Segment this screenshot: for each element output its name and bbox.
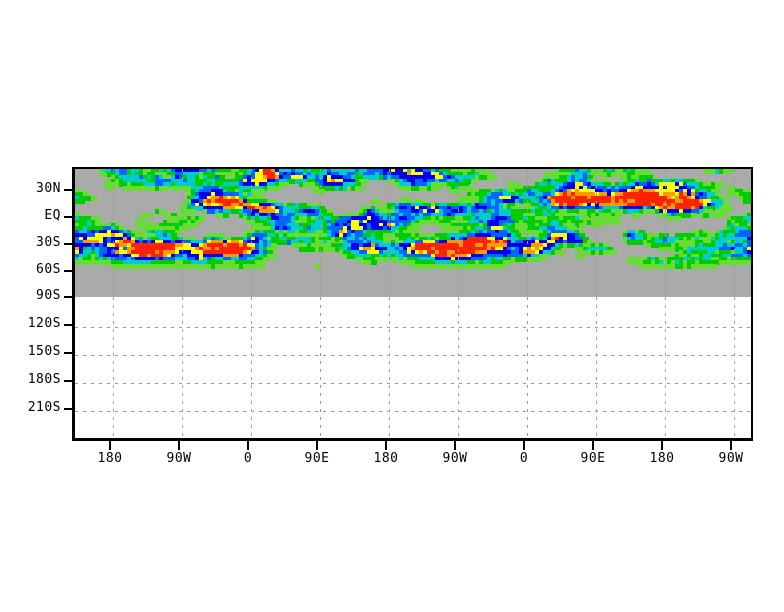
x-tick-7 [592,441,594,450]
x-tick-label-0: 180 [97,451,123,466]
y-tick-label-30n: 30N [36,181,61,196]
x-tick-3 [316,441,318,450]
y-tick-label-210s: 210S [27,400,61,415]
y-tick-30s [64,243,73,245]
x-tick-9 [730,441,732,450]
gridline-h-180s [75,383,751,384]
x-tick-1 [178,441,180,450]
y-tick-label-180s: 180S [27,372,61,387]
y-tick-120s [64,324,73,326]
plot-inner [75,169,751,438]
x-tick-label-2: 0 [243,451,253,466]
x-tick-label-9: 90W [718,451,744,466]
y-tick-60s [64,270,73,272]
y-tick-label-150s: 150S [27,344,61,359]
gridline-h-150s [75,355,751,356]
x-tick-label-5: 90W [442,451,468,466]
y-tick-label-120s: 120S [27,316,61,331]
x-tick-6 [523,441,525,450]
x-tick-8 [661,441,663,450]
y-tick-label-30s: 30S [36,235,61,250]
gridline-h-120s [75,327,751,328]
y-tick-eq [64,216,73,218]
x-tick-label-7: 90E [580,451,606,466]
y-tick-label-eq: EQ [44,208,61,223]
y-tick-30n [64,189,73,191]
x-tick-label-6: 0 [519,451,529,466]
gridline-h-210s [75,411,751,412]
y-tick-label-60s: 60S [36,262,61,277]
y-tick-210s [64,408,73,410]
y-tick-150s [64,352,73,354]
x-tick-0 [109,441,111,450]
plot-frame [72,167,753,441]
x-tick-2 [247,441,249,450]
x-tick-label-1: 90W [166,451,192,466]
x-tick-label-8: 180 [649,451,675,466]
y-tick-label-90s: 90S [36,288,61,303]
x-tick-4 [385,441,387,450]
y-tick-90s [64,296,73,298]
x-tick-label-4: 180 [373,451,399,466]
data-raster [75,169,751,297]
x-tick-label-3: 90E [304,451,330,466]
x-tick-5 [454,441,456,450]
y-tick-180s [64,380,73,382]
